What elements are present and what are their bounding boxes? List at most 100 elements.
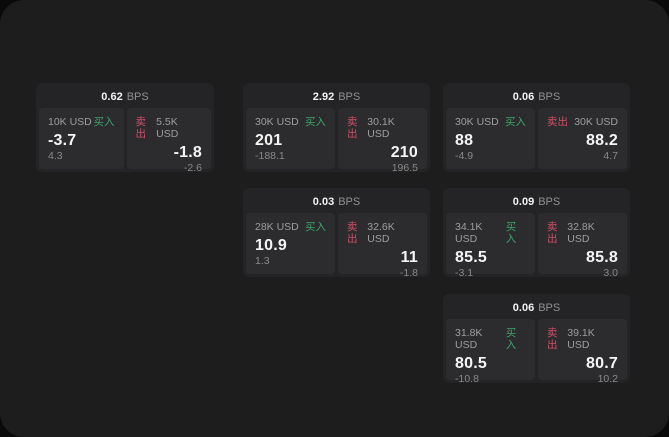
bps-unit-label: BPS xyxy=(538,302,561,314)
buy-sub-value: -10.8 xyxy=(455,373,479,385)
bps-value: 0.06 xyxy=(512,302,535,314)
sell-panel-header: 卖出 30.1K USD xyxy=(347,116,418,140)
sell-sub-value: -2.6 xyxy=(183,162,202,174)
buy-size-label: 28K USD xyxy=(255,221,299,233)
card-header: 0.62 BPS xyxy=(39,86,211,108)
quote-card: 0.03 BPS 28K USD 买入 10.9 1.3 卖出 32.6K US… xyxy=(243,188,430,279)
buy-panel-header: 28K USD 买入 xyxy=(255,221,326,233)
buy-size-label: 30K USD xyxy=(455,116,499,128)
buy-side-label: 买入 xyxy=(93,116,115,128)
quote-card: 0.62 BPS 10K USD 买入 -3.7 4.3 卖出 5.5K USD… xyxy=(36,83,214,174)
quote-panels: 10K USD 买入 -3.7 4.3 卖出 5.5K USD -1.8 -2.… xyxy=(39,108,211,174)
buy-sub-value: 4.3 xyxy=(48,150,63,162)
buy-panel[interactable]: 30K USD 买入 88 -4.9 xyxy=(446,108,535,169)
sell-sub-value: 10.2 xyxy=(597,373,618,385)
sell-price-value: 80.7 xyxy=(586,355,618,372)
buy-size-label: 34.1K USD xyxy=(455,221,483,245)
card-header: 0.03 BPS xyxy=(246,191,427,213)
bps-value: 2.92 xyxy=(312,91,335,103)
sell-size-label: 32.6K USD xyxy=(367,221,395,245)
bps-value: 0.03 xyxy=(312,196,335,208)
buy-panel-header: 30K USD 买入 xyxy=(255,116,326,128)
buy-price-value: -3.7 xyxy=(48,132,77,149)
bps-unit-label: BPS xyxy=(338,196,361,208)
sell-size-label: 30.1K USD xyxy=(367,116,395,140)
buy-panel[interactable]: 30K USD 买入 201 -188.1 xyxy=(246,108,335,169)
sell-side-label: 卖出 xyxy=(135,116,147,140)
sell-price-value: 210 xyxy=(390,144,418,161)
sell-sub-value: -1.8 xyxy=(399,267,418,279)
bps-unit-label: BPS xyxy=(538,196,561,208)
sell-panel[interactable]: 卖出 5.5K USD -1.8 -2.6 xyxy=(126,108,211,174)
quote-panels: 31.8K USD 买入 80.5 -10.8 卖出 39.1K USD 80.… xyxy=(446,319,627,385)
buy-sub-value: -3.1 xyxy=(455,267,474,279)
buy-price-value: 85.5 xyxy=(455,249,487,266)
buy-side-label: 买入 xyxy=(505,327,517,351)
buy-price-value: 10.9 xyxy=(255,237,287,254)
buy-side-label: 买入 xyxy=(505,116,526,128)
buy-panel[interactable]: 28K USD 买入 10.9 1.3 xyxy=(246,213,335,274)
sell-sub-value: 4.7 xyxy=(603,150,618,162)
bps-unit-label: BPS xyxy=(126,91,149,103)
quote-panels: 30K USD 买入 88 -4.9 卖出 30K USD 88.2 4.7 xyxy=(446,108,627,169)
card-header: 0.06 BPS xyxy=(446,86,627,108)
sell-panel[interactable]: 卖出 32.6K USD 11 -1.8 xyxy=(338,213,427,279)
buy-panel-header: 34.1K USD 买入 xyxy=(455,221,526,245)
buy-sub-value: 1.3 xyxy=(255,255,270,267)
sell-side-label: 卖出 xyxy=(347,221,358,245)
bps-value: 0.09 xyxy=(512,196,535,208)
buy-side-label: 买入 xyxy=(305,221,326,233)
quote-panels: 28K USD 买入 10.9 1.3 卖出 32.6K USD 11 -1.8 xyxy=(246,213,427,279)
sell-panel[interactable]: 卖出 30.1K USD 210 196.5 xyxy=(338,108,427,174)
sell-size-label: 32.8K USD xyxy=(567,221,595,245)
card-header: 0.09 BPS xyxy=(446,191,627,213)
sell-panel-header: 卖出 32.6K USD xyxy=(347,221,418,245)
bps-unit-label: BPS xyxy=(338,91,361,103)
sell-price-value: 88.2 xyxy=(586,132,618,149)
buy-panel[interactable]: 34.1K USD 买入 85.5 -3.1 xyxy=(446,213,535,279)
sell-size-label: 30K USD xyxy=(574,116,618,128)
sell-panel[interactable]: 卖出 39.1K USD 80.7 10.2 xyxy=(538,319,627,385)
quote-card: 2.92 BPS 30K USD 买入 201 -188.1 卖出 30.1K … xyxy=(243,83,430,174)
card-header: 2.92 BPS xyxy=(246,86,427,108)
buy-price-value: 201 xyxy=(255,132,283,149)
quote-card: 0.06 BPS 30K USD 买入 88 -4.9 卖出 30K USD 8… xyxy=(443,83,630,172)
buy-size-label: 10K USD xyxy=(48,116,92,128)
buy-panel[interactable]: 31.8K USD 买入 80.5 -10.8 xyxy=(446,319,535,385)
buy-side-label: 买入 xyxy=(305,116,326,128)
buy-size-label: 30K USD xyxy=(255,116,299,128)
quote-panels: 34.1K USD 买入 85.5 -3.1 卖出 32.8K USD 85.8… xyxy=(446,213,627,279)
bps-value: 0.06 xyxy=(512,91,535,103)
sell-panel-header: 卖出 32.8K USD xyxy=(547,221,618,245)
sell-size-label: 5.5K USD xyxy=(156,116,179,140)
quote-card: 0.09 BPS 34.1K USD 买入 85.5 -3.1 卖出 32.8K… xyxy=(443,188,630,279)
buy-side-label: 买入 xyxy=(505,221,517,245)
sell-panel-header: 卖出 30K USD xyxy=(547,116,618,128)
buy-price-value: 88 xyxy=(455,132,474,149)
buy-panel[interactable]: 10K USD 买入 -3.7 4.3 xyxy=(39,108,124,169)
sell-panel[interactable]: 卖出 32.8K USD 85.8 3.0 xyxy=(538,213,627,279)
sell-panel[interactable]: 卖出 30K USD 88.2 4.7 xyxy=(538,108,627,169)
sell-size-label: 39.1K USD xyxy=(567,327,595,351)
sell-side-label: 卖出 xyxy=(347,116,358,140)
sell-price-value: 85.8 xyxy=(586,249,618,266)
buy-size-label: 31.8K USD xyxy=(455,327,483,351)
buy-panel-header: 30K USD 买入 xyxy=(455,116,526,128)
buy-price-value: 80.5 xyxy=(455,355,487,372)
quote-card: 0.06 BPS 31.8K USD 买入 80.5 -10.8 卖出 39.1… xyxy=(443,294,630,385)
sell-side-label: 卖出 xyxy=(547,221,558,245)
sell-price-value: 11 xyxy=(400,249,418,266)
sell-sub-value: 196.5 xyxy=(391,162,418,174)
sell-panel-header: 卖出 5.5K USD xyxy=(136,116,203,140)
quote-panels: 30K USD 买入 201 -188.1 卖出 30.1K USD 210 1… xyxy=(246,108,427,174)
sell-price-value: -1.8 xyxy=(173,144,202,161)
bps-value: 0.62 xyxy=(101,91,123,103)
sell-panel-header: 卖出 39.1K USD xyxy=(547,327,618,351)
buy-panel-header: 31.8K USD 买入 xyxy=(455,327,526,351)
card-header: 0.06 BPS xyxy=(446,297,627,319)
sell-side-label: 卖出 xyxy=(547,116,568,128)
sell-sub-value: 3.0 xyxy=(603,267,618,279)
sell-side-label: 卖出 xyxy=(547,327,558,351)
buy-sub-value: -188.1 xyxy=(255,150,285,162)
